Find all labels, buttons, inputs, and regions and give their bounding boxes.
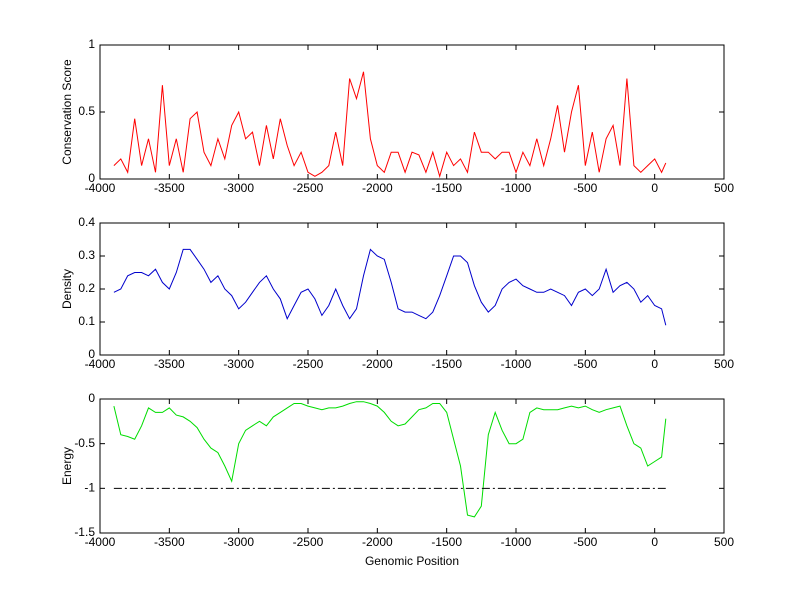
- axes-box: [99, 222, 725, 356]
- x-tick-label: -2000: [362, 181, 393, 195]
- data-line: [113, 248, 667, 326]
- axes-box: [99, 44, 725, 180]
- y-tick-label: 0.3: [78, 248, 95, 262]
- x-tick-label: -1500: [431, 535, 462, 549]
- x-tick-label: -3000: [223, 181, 254, 195]
- x-tick-label: 500: [714, 357, 734, 371]
- x-tick-label: -3000: [223, 357, 254, 371]
- x-tick-label: -500: [573, 357, 597, 371]
- x-tick-label: -3500: [154, 357, 185, 371]
- x-tick-label: 0: [651, 535, 658, 549]
- x-tick-label: -2500: [293, 535, 324, 549]
- y-tick-label: 0.4: [78, 215, 95, 229]
- x-tick-label: -3500: [154, 181, 185, 195]
- x-tick-label: 500: [714, 181, 734, 195]
- y-tick-label: 0: [88, 391, 95, 405]
- x-tick-label: -3000: [223, 535, 254, 549]
- x-tick-label: 500: [714, 535, 734, 549]
- x-tick-label: -500: [573, 181, 597, 195]
- x-tick-label: -500: [573, 535, 597, 549]
- data-line: [113, 71, 667, 179]
- x-axis-label: Genomic Position: [365, 554, 459, 568]
- x-tick-label: -1000: [501, 535, 532, 549]
- y-tick-label: 0.5: [78, 104, 95, 118]
- x-tick-label: -2500: [293, 357, 324, 371]
- axes-box: [99, 398, 725, 534]
- x-tick-label: -4000: [85, 181, 116, 195]
- x-tick-label: -2000: [362, 535, 393, 549]
- y-axis-label: Density: [60, 269, 74, 309]
- data-line: [113, 401, 667, 518]
- x-tick-label: -4000: [85, 357, 116, 371]
- y-tick-label: -1: [84, 481, 95, 495]
- x-tick-label: -4000: [85, 535, 116, 549]
- y-tick-label: -1.5: [74, 525, 95, 539]
- x-tick-label: -1500: [431, 357, 462, 371]
- x-tick-label: -1000: [501, 181, 532, 195]
- x-tick-label: -2500: [293, 181, 324, 195]
- x-tick-label: -1000: [501, 357, 532, 371]
- x-tick-label: 0: [651, 181, 658, 195]
- x-tick-label: 0: [651, 357, 658, 371]
- y-tick-label: 0: [88, 171, 95, 185]
- y-axis-label: Conservation Score: [60, 59, 74, 165]
- x-tick-label: -3500: [154, 535, 185, 549]
- y-tick-label: -0.5: [74, 436, 95, 450]
- y-axis-label: Energy: [60, 447, 74, 485]
- y-tick-label: 0.2: [78, 281, 95, 295]
- y-tick-label: 1: [88, 37, 95, 51]
- y-tick-label: 0: [88, 347, 95, 361]
- x-tick-label: -2000: [362, 357, 393, 371]
- x-tick-label: -1500: [431, 181, 462, 195]
- y-tick-label: 0.1: [78, 314, 95, 328]
